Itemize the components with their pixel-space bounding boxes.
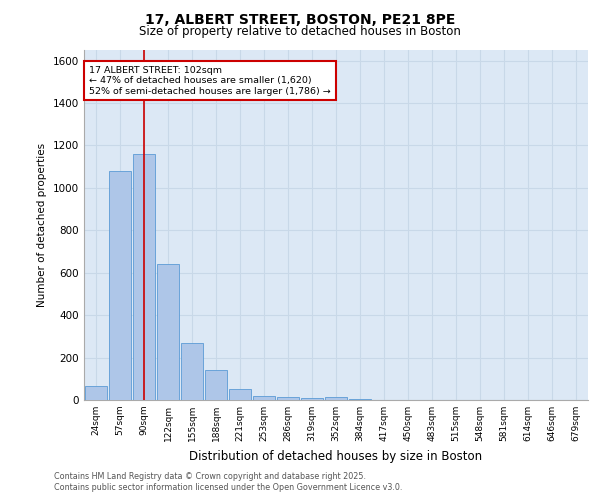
Text: Contains public sector information licensed under the Open Government Licence v3: Contains public sector information licen… <box>54 484 403 492</box>
Bar <box>109 171 131 400</box>
Bar <box>301 398 323 400</box>
Text: 17 ALBERT STREET: 102sqm
← 47% of detached houses are smaller (1,620)
52% of sem: 17 ALBERT STREET: 102sqm ← 47% of detach… <box>89 66 331 96</box>
Text: 17, ALBERT STREET, BOSTON, PE21 8PE: 17, ALBERT STREET, BOSTON, PE21 8PE <box>145 12 455 26</box>
Bar <box>349 399 371 400</box>
Y-axis label: Number of detached properties: Number of detached properties <box>37 143 47 307</box>
Bar <box>205 370 227 400</box>
Bar <box>253 396 275 400</box>
X-axis label: Distribution of detached houses by size in Boston: Distribution of detached houses by size … <box>190 450 482 462</box>
Bar <box>133 154 155 400</box>
Text: Contains HM Land Registry data © Crown copyright and database right 2025.: Contains HM Land Registry data © Crown c… <box>54 472 366 481</box>
Bar <box>181 342 203 400</box>
Bar <box>229 390 251 400</box>
Text: Size of property relative to detached houses in Boston: Size of property relative to detached ho… <box>139 25 461 38</box>
Bar <box>277 397 299 400</box>
Bar <box>325 397 347 400</box>
Bar <box>157 264 179 400</box>
Bar <box>85 386 107 400</box>
